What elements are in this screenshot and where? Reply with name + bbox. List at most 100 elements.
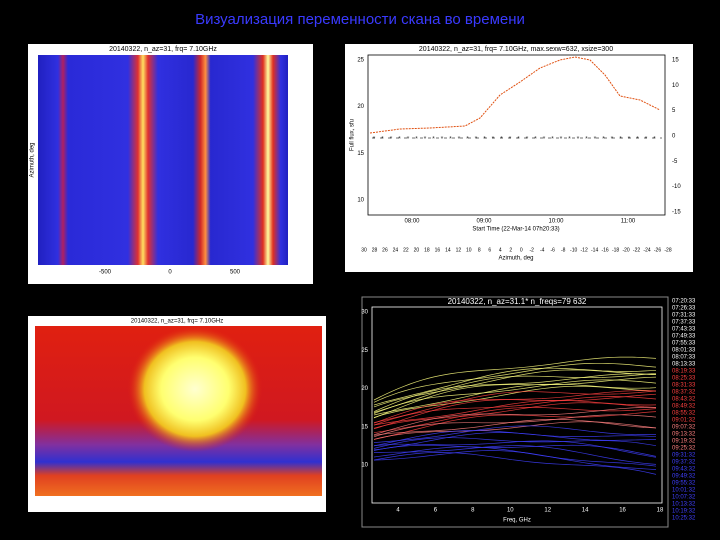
x-tick-label: 11:00 [621, 219, 636, 225]
spectrum-curve [373, 379, 657, 414]
legend-entry: 08:19:33 [672, 369, 696, 375]
panel-title: 20140322, n_az=31, frq= 7.10GHz, max.sex… [419, 46, 613, 53]
spectrum-curve [373, 396, 657, 426]
legend-entry: 08:07:33 [672, 355, 696, 361]
x2-tick-label: -28 [664, 247, 671, 253]
x2-tick-label: 12 [456, 247, 462, 253]
star-marker: * [432, 136, 435, 143]
spectrum-curve [373, 390, 657, 423]
x2-tick-label: -20 [622, 247, 629, 253]
legend-entry: 08:01:33 [672, 348, 696, 354]
spectrum-curve [373, 444, 657, 457]
y2-tick-label: -5 [672, 159, 678, 165]
legend-entry: 08:43:32 [672, 397, 696, 403]
y-tick-label: 30 [361, 310, 368, 316]
legend-entry: 09:43:32 [672, 467, 696, 473]
star-marker: * [424, 136, 427, 143]
y2-tick-label: -15 [672, 210, 681, 216]
legend-entry: 07:37:33 [672, 320, 696, 326]
y2-tick-label: 15 [672, 58, 679, 64]
star-marker: * [602, 136, 605, 143]
panel-frame [345, 44, 693, 272]
legend-entry: 08:25:33 [672, 376, 696, 382]
spectrum-curve [373, 367, 657, 406]
x2-tick-label: -8 [561, 247, 566, 253]
spectrum-curve [373, 446, 657, 467]
y-tick-label: 25 [357, 58, 364, 64]
spectrum-curve [373, 372, 657, 413]
plot-frame [371, 306, 663, 504]
spectrum-curve [373, 411, 657, 440]
legend-entry: 08:37:32 [672, 390, 696, 396]
star-marker: * [645, 136, 648, 143]
x-tick-label: 6 [434, 508, 438, 514]
star-marker: * [517, 136, 520, 143]
legend-entry: 07:49:33 [672, 334, 696, 340]
legend-entry: 07:31:33 [672, 313, 696, 319]
spectrum-curve [373, 430, 657, 447]
star-marker: * [653, 136, 656, 143]
x2-tick-label: 30 [361, 247, 367, 253]
curves [373, 356, 657, 475]
star-marker: * [636, 136, 639, 143]
star-marker: * [551, 136, 554, 143]
star-marker: * [441, 136, 444, 143]
legend-entry: 08:49:32 [672, 404, 696, 410]
star-marker: * [373, 136, 376, 143]
x-tick-label: 09:00 [476, 219, 492, 225]
y-tick-label: 20 [357, 104, 364, 110]
y-tick-label: 15 [357, 151, 364, 157]
x2-tick-label: 14 [445, 247, 451, 253]
legend-entry: 09:55:32 [672, 481, 696, 487]
y-tick-label: 20 [361, 386, 368, 392]
legend-entry: 07:20:33 [672, 299, 696, 305]
x2-tick-label: -12 [581, 247, 588, 253]
spectrum-curve [373, 407, 657, 434]
star-marker: * [585, 136, 588, 143]
x-tick-label: 14 [582, 508, 589, 514]
x-tick-label: 10:00 [548, 219, 564, 225]
star-marker: * [407, 136, 410, 143]
star-marker: * [526, 136, 529, 143]
x-tick-label: -500 [99, 270, 112, 276]
star-marker: * [449, 136, 452, 143]
legend-entry: 08:31:33 [672, 383, 696, 389]
y-label: Full flux, sfu [350, 119, 356, 151]
legend-entry: 08:55:32 [672, 411, 696, 417]
star-marker: * [390, 136, 393, 143]
x2-tick-label: -14 [591, 247, 598, 253]
spectrum-curve [373, 437, 657, 449]
x2-tick-label: 8 [478, 247, 481, 253]
legend-entry: 09:01:32 [672, 418, 696, 424]
x2-tick-label: 28 [372, 247, 378, 253]
star-marker: * [483, 136, 486, 143]
x-tick-label: 16 [619, 508, 626, 514]
legend-entry: 10:25:32 [672, 516, 696, 522]
spectrum-curve [373, 414, 657, 438]
spectrum-curve [373, 421, 657, 440]
panel-frame [361, 296, 669, 528]
y-label: Azimuth, deg [30, 142, 36, 177]
star-marker: * [500, 136, 503, 143]
star-marker: * [560, 136, 563, 143]
spectrum-curve [373, 425, 657, 443]
star-marker: * [619, 136, 622, 143]
x-tick-label: 4 [396, 508, 400, 514]
spectrum-curve [373, 450, 657, 470]
star-marker: * [628, 136, 631, 143]
star-marker: * [475, 136, 478, 143]
star-marker: * [492, 136, 495, 143]
x2-tick-label: 18 [424, 247, 430, 253]
legend-entry: 07:26:33 [672, 306, 696, 312]
x-tick-label: 0 [168, 270, 172, 276]
x-tick-label: 500 [230, 270, 241, 276]
spectrum-curve [373, 383, 657, 416]
x2-tick-label: -26 [654, 247, 661, 253]
x-tick-label: 8 [471, 508, 475, 514]
x2-tick-label: -16 [601, 247, 608, 253]
star-marker: * [458, 136, 461, 143]
x2-tick-label: -6 [550, 247, 555, 253]
spectrum-curve [373, 362, 657, 403]
legend-entry: 09:13:32 [672, 432, 696, 438]
